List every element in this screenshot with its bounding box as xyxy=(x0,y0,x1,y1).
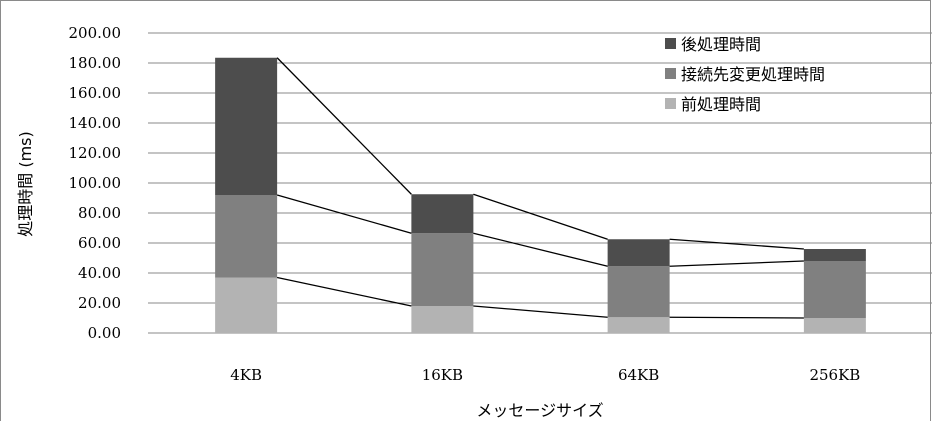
y-tick-label: 180.00 xyxy=(69,54,122,72)
y-tick-label: 100.00 xyxy=(69,174,122,192)
bar-segment xyxy=(607,317,670,333)
y-tick-label: 140.00 xyxy=(69,114,122,132)
legend-swatch xyxy=(665,68,676,79)
x-axis-title: メッセージサイズ xyxy=(476,401,603,420)
bar-segment xyxy=(607,239,670,267)
bar-segment xyxy=(411,233,474,306)
bar-segment xyxy=(607,266,670,318)
series-line xyxy=(276,194,412,234)
series-line xyxy=(276,276,412,307)
legend-label: 後処理時間 xyxy=(681,35,761,54)
y-tick-label: 160.00 xyxy=(69,84,122,102)
series-line xyxy=(669,316,804,319)
legend-label: 接続先変更処理時間 xyxy=(681,65,825,84)
y-tick-label: 40.00 xyxy=(78,264,121,282)
bar-segment xyxy=(803,318,866,333)
series-line xyxy=(473,232,608,267)
bar-segment xyxy=(803,249,866,261)
series-line xyxy=(669,238,804,250)
legend-label: 前処理時間 xyxy=(681,95,761,114)
gridlines xyxy=(148,32,932,334)
bars xyxy=(215,57,866,333)
legend-swatch xyxy=(665,98,676,109)
bar-segment xyxy=(215,195,278,278)
series-line xyxy=(473,305,608,318)
x-tick-label: 64KB xyxy=(618,366,659,384)
y-tick-label: 60.00 xyxy=(78,234,121,252)
bar-segment xyxy=(411,194,474,234)
series-line xyxy=(473,193,608,240)
bar-segment xyxy=(411,306,474,333)
x-tick-label: 4KB xyxy=(230,366,262,384)
bar-segment xyxy=(803,261,866,318)
y-tick-labels: 0.00 20.00 40.00 60.00 80.00 100.00 120.00 140.… xyxy=(69,24,122,342)
x-tick-labels: 4KB 16KB 64KB 256KB xyxy=(230,366,860,384)
series-line xyxy=(276,57,412,195)
series-line xyxy=(669,260,804,267)
y-tick-label: 80.00 xyxy=(78,204,121,222)
y-axis-title: 処理時間 (ms) xyxy=(16,131,35,237)
y-tick-label: 0.00 xyxy=(88,324,121,342)
legend-swatch xyxy=(665,38,676,49)
y-tick-label: 200.00 xyxy=(69,24,122,42)
x-tick-label: 256KB xyxy=(809,366,860,384)
series-lines xyxy=(276,57,804,319)
bar-segment xyxy=(215,57,278,195)
y-tick-label: 120.00 xyxy=(69,144,122,162)
bar-segment xyxy=(215,277,278,333)
x-tick-label: 16KB xyxy=(422,366,463,384)
y-tick-label: 20.00 xyxy=(78,294,121,312)
